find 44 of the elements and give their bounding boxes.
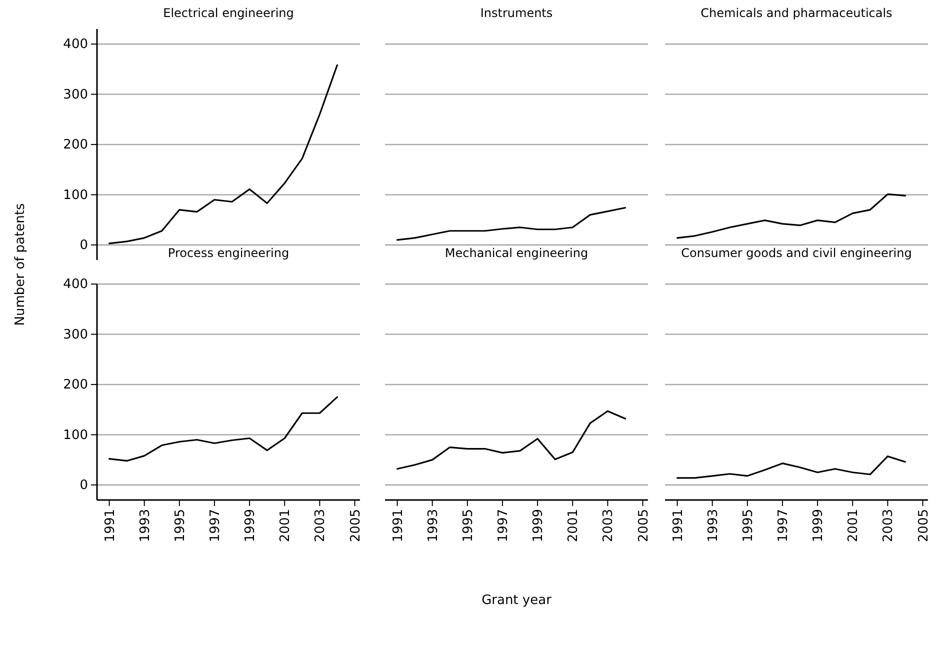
x-tick-label: 2003 bbox=[601, 509, 616, 542]
x-tick-label: 1993 bbox=[138, 509, 153, 542]
y-tick-label: 100 bbox=[63, 188, 88, 203]
chart-title: Consumer goods and civil engineering bbox=[681, 246, 912, 260]
chart-title: Process engineering bbox=[168, 246, 290, 260]
x-axis-title: Grant year bbox=[482, 593, 552, 608]
y-axis-title: Number of patents bbox=[13, 203, 28, 326]
x-tick-label: 1995 bbox=[740, 509, 756, 542]
x-tick-label: 1995 bbox=[460, 509, 476, 542]
y-tick-label: 300 bbox=[63, 327, 88, 342]
x-tick-label: 2005 bbox=[348, 509, 364, 542]
x-tick-label: 2001 bbox=[846, 509, 862, 542]
y-tick-label: 400 bbox=[63, 37, 88, 52]
y-tick-label: 200 bbox=[63, 378, 88, 393]
y-tick-label: 0 bbox=[80, 238, 88, 254]
x-tick-label: 2005 bbox=[916, 509, 932, 542]
x-tick-label: 2001 bbox=[566, 509, 582, 542]
chart-title: Chemicals and pharmaceuticals bbox=[700, 6, 892, 20]
y-tick-label: 400 bbox=[63, 277, 88, 292]
x-tick-label: 1997 bbox=[496, 509, 512, 542]
y-tick-label: 300 bbox=[63, 87, 88, 102]
x-tick-label: 1999 bbox=[811, 509, 826, 542]
x-tick-label: 1995 bbox=[172, 509, 188, 542]
chart-title: Electrical engineering bbox=[163, 6, 294, 20]
x-tick-label: 1993 bbox=[426, 509, 441, 542]
chart-title: Instruments bbox=[480, 6, 553, 20]
x-tick-label: 2005 bbox=[636, 509, 652, 542]
line-series bbox=[108, 64, 338, 244]
x-tick-label: 1991 bbox=[102, 509, 118, 542]
line-series bbox=[108, 396, 338, 462]
y-tick-label: 100 bbox=[63, 428, 88, 443]
y-tick-label: 200 bbox=[63, 138, 88, 153]
x-tick-label: 2003 bbox=[881, 509, 896, 542]
x-tick-label: 2003 bbox=[313, 509, 328, 542]
x-tick-label: 1991 bbox=[390, 509, 406, 542]
x-tick-label: 1997 bbox=[776, 509, 792, 542]
x-tick-label: 1993 bbox=[706, 509, 721, 542]
x-tick-label: 1997 bbox=[208, 509, 224, 542]
y-tick-label: 0 bbox=[80, 478, 88, 494]
chart-title: Mechanical engineering bbox=[444, 246, 588, 260]
x-tick-label: 1999 bbox=[243, 509, 258, 542]
x-tick-label: 1991 bbox=[670, 509, 686, 542]
x-tick-label: 2001 bbox=[278, 509, 294, 542]
x-tick-label: 1999 bbox=[531, 509, 546, 542]
